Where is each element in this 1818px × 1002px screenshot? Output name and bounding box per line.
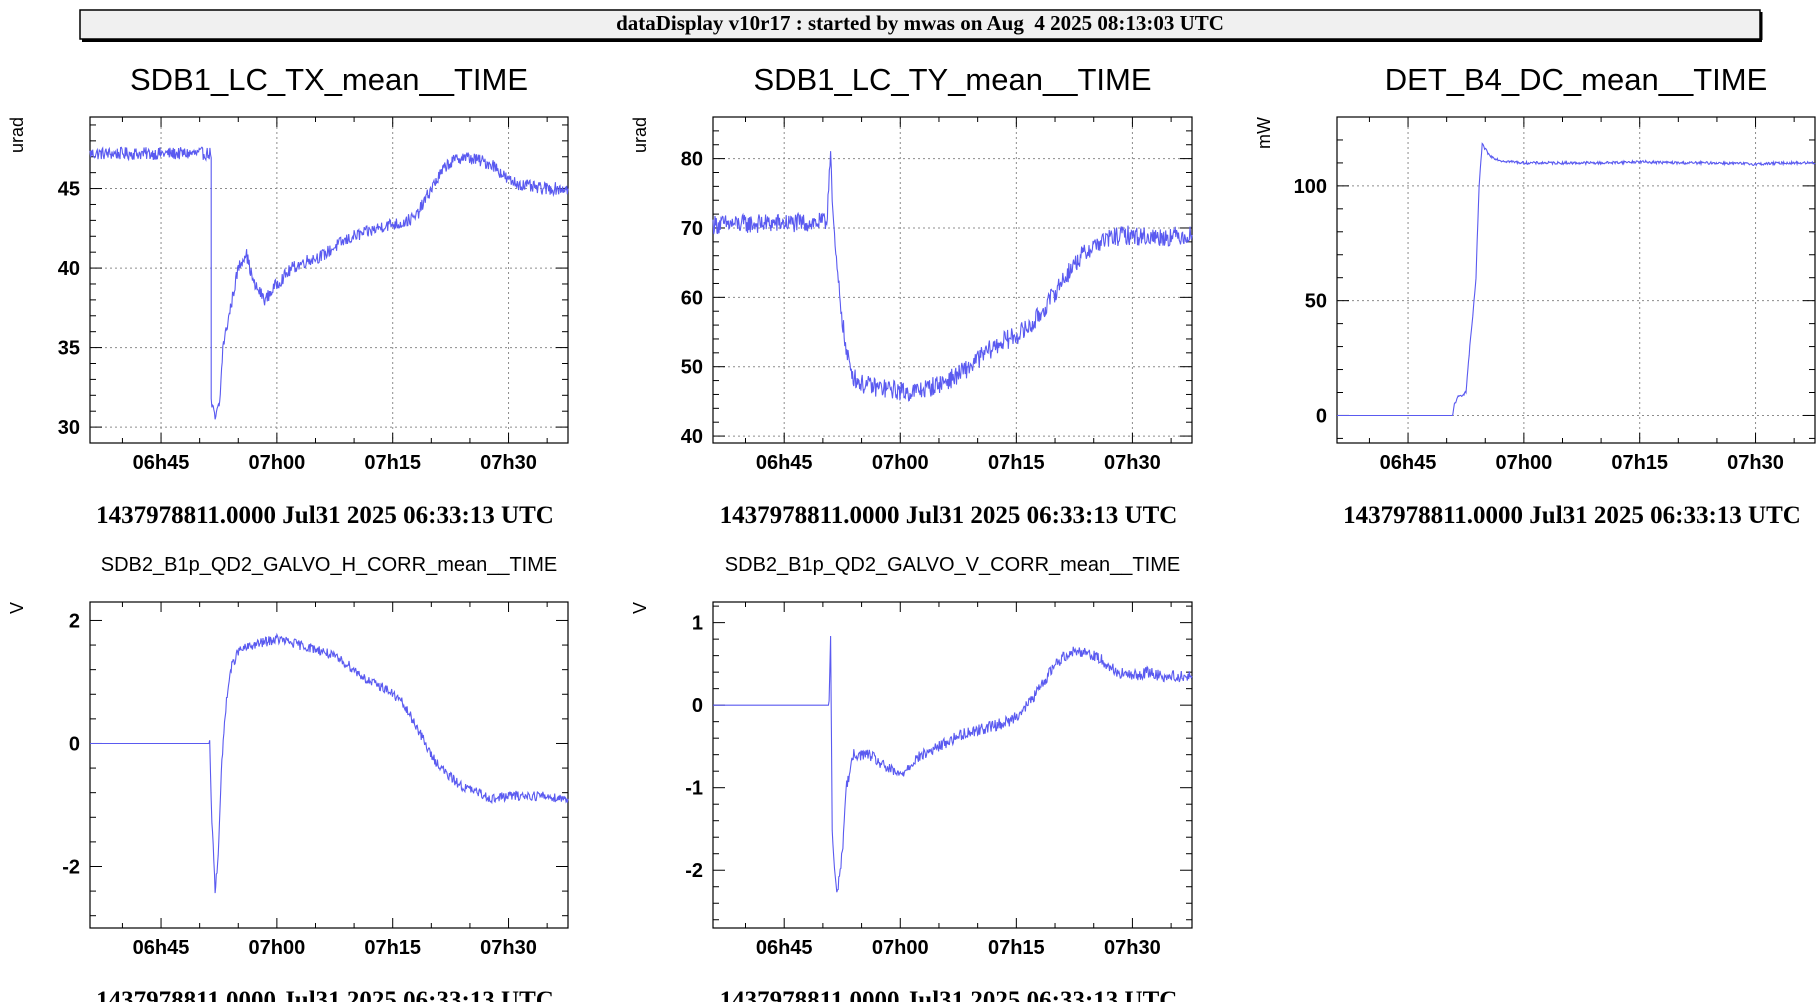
x-tick-label: 07h00 — [249, 937, 306, 959]
chart-footer-timestamp: 1437978811.0000 Jul31 2025 06:33:13 UTC — [1343, 502, 1801, 529]
chart-title: SDB2_B1p_QD2_GALVO_V_CORR_mean__TIME — [725, 554, 1180, 576]
x-tick-label: 07h30 — [480, 937, 537, 959]
x-tick-label: 07h00 — [872, 452, 929, 474]
x-tick-label: 07h15 — [988, 937, 1045, 959]
x-tick-label: 06h45 — [756, 937, 813, 959]
x-tick-label: 07h15 — [988, 452, 1045, 474]
y-axis-label: mW — [1254, 117, 1274, 149]
x-tick-label: 07h00 — [1496, 452, 1553, 474]
series-line — [90, 632, 569, 894]
chart-panel-3: DET_B4_DC_mean__TIME mW 06h45 07h00 07h15 07h… — [1254, 62, 1816, 529]
y-tick-label: 50 — [681, 357, 703, 379]
x-tick-label: 06h45 — [756, 452, 813, 474]
x-tick-label: 07h30 — [480, 452, 537, 474]
plot-frame — [1336, 116, 1816, 444]
y-tick-label: 0 — [692, 695, 703, 717]
chart-footer-timestamp: 1437978811.0000 Jul31 2025 06:33:13 UTC — [720, 987, 1178, 1002]
series-line — [89, 146, 569, 420]
chart-footer-timestamp: 1437978811.0000 Jul31 2025 06:33:13 UTC — [720, 502, 1178, 529]
y-tick-label: 1 — [692, 613, 703, 635]
series-line — [713, 635, 1193, 893]
x-tick-label: 06h45 — [1380, 452, 1437, 474]
plot-frame — [712, 116, 1193, 444]
y-tick-label: -2 — [62, 856, 80, 878]
y-tick-label: -1 — [685, 778, 703, 800]
y-tick-label: 50 — [1305, 291, 1327, 313]
chart-title: DET_B4_DC_mean__TIME — [1385, 62, 1768, 97]
chart-title: SDB1_LC_TX_mean__TIME — [130, 62, 528, 97]
y-tick-label: 35 — [58, 338, 80, 360]
y-tick-label: -2 — [685, 860, 703, 882]
x-tick-label: 07h00 — [872, 937, 929, 959]
x-tick-label: 06h45 — [133, 937, 190, 959]
y-tick-label: 0 — [1316, 405, 1327, 427]
chart-footer-timestamp: 1437978811.0000 Jul31 2025 06:33:13 UTC — [96, 987, 554, 1002]
x-tick-label: 07h15 — [364, 937, 421, 959]
series-line — [712, 151, 1193, 402]
y-tick-label: 0 — [69, 733, 80, 755]
y-axis-label: V — [630, 602, 650, 614]
plot-frame — [712, 601, 1193, 929]
plot-frame — [89, 116, 569, 444]
y-tick-label: 40 — [58, 258, 80, 280]
x-tick-label: 07h00 — [249, 452, 306, 474]
y-tick-label: 60 — [681, 287, 703, 309]
chart-panel-4: SDB2_B1p_QD2_GALVO_H_CORR_mean__TIME V 06h… — [7, 554, 569, 1002]
series-line — [1337, 142, 1816, 417]
chart-title: SDB2_B1p_QD2_GALVO_H_CORR_mean__TIME — [101, 554, 558, 576]
x-tick-label: 07h30 — [1104, 452, 1161, 474]
x-tick-label: 07h15 — [1611, 452, 1668, 474]
y-tick-label: 2 — [69, 610, 80, 632]
y-axis-label: V — [7, 602, 27, 614]
x-tick-label: 07h30 — [1104, 937, 1161, 959]
y-tick-label: 70 — [681, 218, 703, 240]
plot-frame — [89, 601, 569, 929]
y-tick-label: 30 — [58, 417, 80, 439]
y-axis-label: urad — [630, 117, 650, 153]
y-tick-label: 100 — [1294, 176, 1327, 198]
x-tick-label: 07h15 — [364, 452, 421, 474]
chart-title: SDB1_LC_TY_mean__TIME — [753, 62, 1151, 97]
chart-footer-timestamp: 1437978811.0000 Jul31 2025 06:33:13 UTC — [96, 502, 554, 529]
banner-text: dataDisplay v10r17 : started by mwas on … — [616, 11, 1224, 35]
y-tick-label: 40 — [681, 426, 703, 448]
x-tick-label: 07h30 — [1727, 452, 1784, 474]
chart-panel-5: SDB2_B1p_QD2_GALVO_V_CORR_mean__TIME V 06h… — [630, 554, 1193, 1002]
x-tick-label: 06h45 — [133, 452, 190, 474]
banner: dataDisplay v10r17 : started by mwas on … — [79, 9, 1763, 42]
y-tick-label: 45 — [58, 179, 80, 201]
y-tick-label: 80 — [681, 149, 703, 171]
banner-box — [79, 9, 1761, 40]
y-axis-label: urad — [7, 117, 27, 153]
